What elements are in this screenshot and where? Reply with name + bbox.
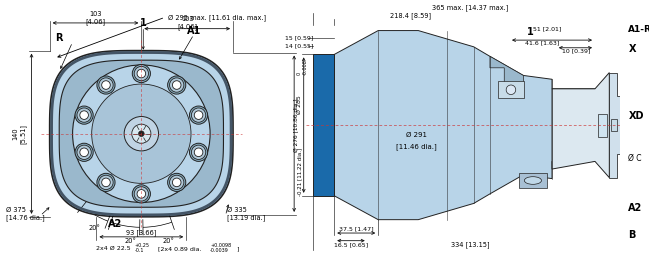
Text: R: R (55, 33, 63, 43)
Circle shape (191, 108, 206, 122)
Text: 365 max. [14.37 max.]: 365 max. [14.37 max.] (432, 4, 508, 11)
Text: 103
[4.06]: 103 [4.06] (177, 16, 197, 30)
Circle shape (124, 117, 158, 151)
Circle shape (506, 85, 516, 95)
Text: 51 [2.01]: 51 [2.01] (533, 26, 561, 31)
Text: 1: 1 (140, 18, 147, 28)
Text: B: B (628, 230, 636, 240)
Circle shape (77, 145, 92, 160)
Circle shape (132, 185, 151, 203)
Polygon shape (490, 56, 523, 87)
Circle shape (137, 189, 145, 198)
Text: 20°: 20° (162, 238, 174, 244)
Circle shape (190, 143, 208, 161)
Text: XD: XD (628, 111, 644, 121)
Text: 103
[4.06]: 103 [4.06] (86, 11, 106, 25)
Circle shape (194, 111, 203, 120)
Polygon shape (50, 51, 233, 217)
Text: 93 [3.66]: 93 [3.66] (126, 230, 156, 236)
Text: -0.21 [11.22 dia.]: -0.21 [11.22 dia.] (297, 148, 302, 196)
Circle shape (99, 175, 113, 189)
Circle shape (137, 69, 145, 78)
Polygon shape (59, 60, 223, 207)
Circle shape (97, 173, 115, 191)
Bar (519, 173, 547, 188)
Polygon shape (552, 73, 609, 178)
Circle shape (99, 78, 113, 92)
Ellipse shape (524, 177, 541, 184)
Text: Ø 335
[13.19 dia.]: Ø 335 [13.19 dia.] (227, 207, 265, 221)
Circle shape (167, 173, 186, 191)
Circle shape (97, 76, 115, 94)
Text: -0.1: -0.1 (134, 248, 144, 253)
Circle shape (138, 131, 144, 136)
Text: 14 [0.55]: 14 [0.55] (285, 43, 313, 48)
Text: X: X (628, 44, 636, 54)
Text: 10 [0.39]: 10 [0.39] (561, 48, 590, 53)
Text: 16.5 [0.65]: 16.5 [0.65] (334, 242, 369, 247)
Circle shape (75, 143, 93, 161)
Circle shape (169, 175, 184, 189)
Text: 0
-0.008: 0 -0.008 (297, 59, 308, 75)
Text: Ø 285: Ø 285 (297, 96, 302, 114)
Circle shape (132, 124, 151, 143)
Text: 37.5 [1.47]: 37.5 [1.47] (339, 227, 374, 232)
Text: A2: A2 (628, 203, 643, 213)
Text: 1: 1 (527, 28, 533, 37)
Circle shape (102, 178, 110, 187)
Text: Ø 175.7±0.1
[6.92 dia. ±0.0039]: Ø 175.7±0.1 [6.92 dia. ±0.0039] (315, 99, 325, 151)
Circle shape (173, 178, 181, 187)
Text: -0.0039: -0.0039 (210, 248, 229, 253)
Text: D: D (597, 126, 604, 135)
Circle shape (73, 65, 210, 202)
Text: 140
[5.51]: 140 [5.51] (12, 124, 26, 144)
Text: A1: A1 (187, 25, 201, 36)
Circle shape (77, 108, 92, 122)
Text: [2x4 0.89 dia.: [2x4 0.89 dia. (158, 246, 201, 251)
Polygon shape (334, 30, 595, 220)
Text: 2x4 Ø 22.5: 2x4 Ø 22.5 (95, 246, 130, 251)
Text: 15 [0.59]: 15 [0.59] (285, 36, 313, 41)
Text: Ø 295 max. [11.61 dia. max.]: Ø 295 max. [11.61 dia. max.] (168, 14, 266, 21)
Text: Ø 291: Ø 291 (406, 132, 427, 138)
Circle shape (169, 78, 184, 92)
Circle shape (80, 111, 88, 120)
Bar (498, 81, 524, 98)
Text: 36°: 36° (151, 161, 163, 167)
Text: 20°: 20° (125, 238, 136, 244)
Circle shape (191, 145, 206, 160)
Text: +0.0098: +0.0098 (210, 243, 231, 248)
Bar (304, 23, 610, 227)
Circle shape (194, 148, 203, 157)
Circle shape (92, 84, 191, 183)
Text: Ø 276 [10.86 dia.]: Ø 276 [10.86 dia.] (293, 98, 299, 152)
Bar (313, 54, 334, 196)
Circle shape (190, 106, 208, 124)
Polygon shape (609, 73, 626, 178)
Text: A1-R: A1-R (628, 25, 649, 34)
Text: Ø C: Ø C (628, 154, 642, 163)
Circle shape (134, 66, 149, 81)
Text: Ø 375
[14.76 dia.]: Ø 375 [14.76 dia.] (6, 207, 45, 221)
Bar (611, 120, 617, 131)
Bar (598, 114, 607, 136)
Text: 20°: 20° (89, 225, 101, 231)
Circle shape (80, 148, 88, 157)
Circle shape (134, 187, 149, 201)
Text: 36°: 36° (156, 119, 167, 125)
Circle shape (173, 81, 181, 89)
Text: 218.4 [8.59]: 218.4 [8.59] (390, 12, 431, 19)
Text: [11.46 dia.]: [11.46 dia.] (396, 143, 437, 149)
Text: 41.6 [1.63]: 41.6 [1.63] (525, 41, 559, 46)
Text: +0.25: +0.25 (134, 243, 150, 248)
Text: A2: A2 (108, 219, 122, 229)
Circle shape (167, 76, 186, 94)
Circle shape (132, 64, 151, 83)
Circle shape (102, 81, 110, 89)
Text: ]: ] (237, 246, 239, 251)
Text: 36°: 36° (175, 119, 186, 125)
Text: 334 [13.15]: 334 [13.15] (450, 241, 489, 248)
Circle shape (75, 106, 93, 124)
